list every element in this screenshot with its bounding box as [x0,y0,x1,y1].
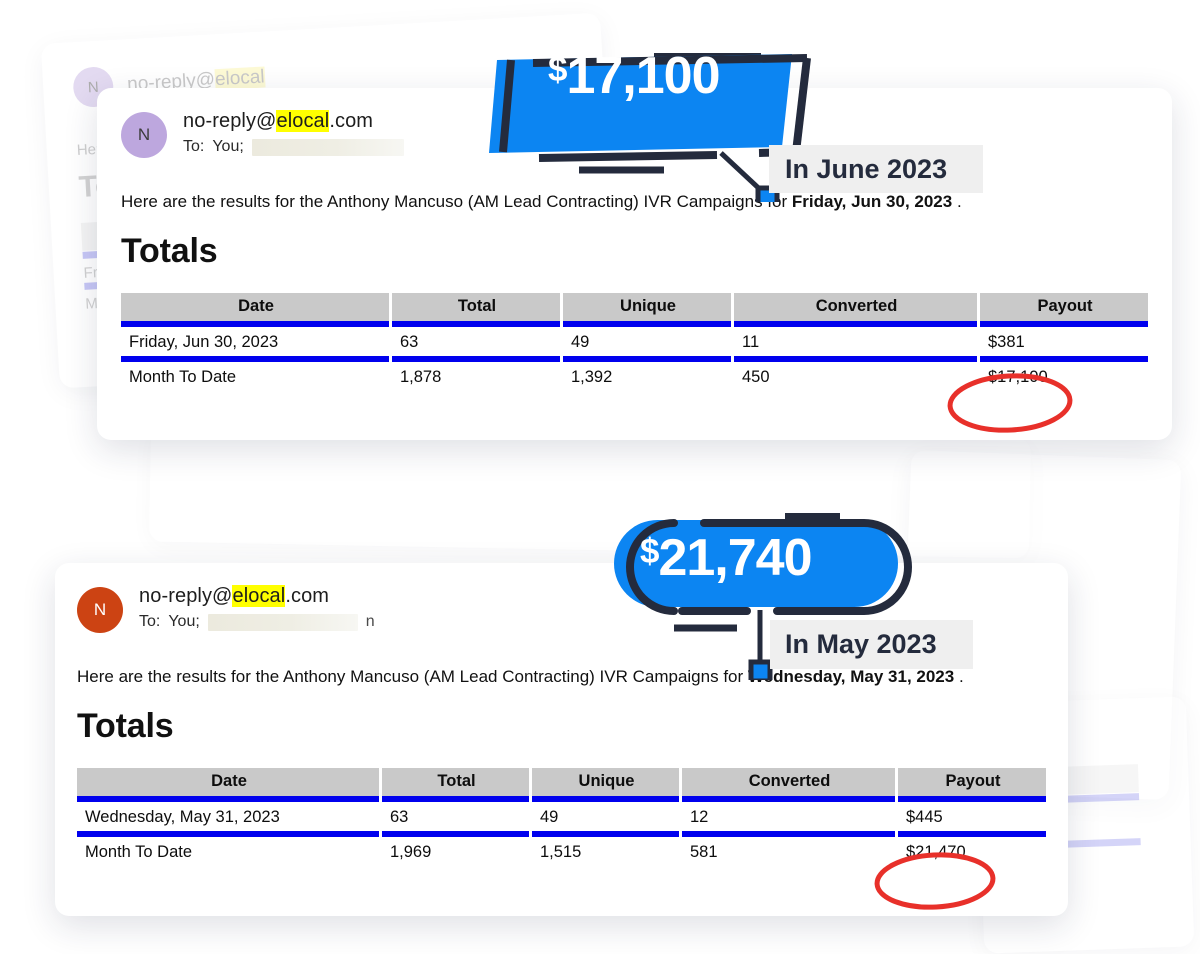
cell-total: 1,969 [390,843,432,861]
cell-payout: $17,100 [988,368,1048,386]
sender-avatar: N [121,112,167,158]
cell-total: 63 [400,333,419,351]
cell-converted: 450 [742,368,770,386]
cell-payout: $21,470 [906,843,966,861]
cell-date: Month To Date [129,368,237,386]
cell-date: Month To Date [85,843,193,861]
callout-amount-june: $17,100 [548,47,721,105]
badge-outline-right [792,57,811,153]
table-row: Friday, Jun 30, 2023 63 49 11 $381 [121,327,1148,356]
cell-unique: 49 [571,333,590,351]
table-rule [77,796,1046,802]
badge-outline-left [499,59,515,153]
callout-period-label-may: In May 2023 [770,620,973,669]
table-rule [121,356,1148,362]
email-body-text: Here are the results for the Anthony Man… [77,667,964,686]
cell-payout: $445 [906,808,943,826]
to-value: You; [212,138,244,155]
cell-unique: 1,515 [540,843,582,861]
cell-converted: 12 [690,808,709,826]
results-table-may: Date Total Unique Converted Payout Wedne… [77,768,1046,866]
badge-fill [489,54,792,153]
recipient-line: To: You; n [139,613,375,631]
table-rule [77,831,1046,837]
column-header-converted: Converted [734,293,977,321]
totals-heading: Totals [77,707,174,745]
column-header-converted: Converted [682,768,895,796]
badge-outline-left-arc [625,519,678,615]
column-header-payout: Payout [980,293,1148,321]
email-body-text: Here are the results for the Anthony Man… [121,192,962,211]
body-report-date: Friday, Jun 30, 2023 [791,192,953,211]
table-header-row: Date Total Unique Converted Payout [77,768,1046,796]
to-value: You; [168,613,200,630]
table-row: Month To Date 1,969 1,515 581 $21,470 [77,837,1046,866]
body-report-date: Wednesday, May 31, 2023 [747,667,955,686]
sender-avatar: N [77,587,123,633]
column-header-total: Total [382,768,529,796]
to-label: To: [139,613,161,630]
results-table-june: Date Total Unique Converted Payout Frida… [121,293,1148,391]
cell-total: 63 [390,808,409,826]
column-header-date: Date [121,293,389,321]
cell-payout: $381 [988,333,1025,351]
callout-badge-may [614,513,913,680]
cell-converted: 11 [742,333,760,351]
email-header: N no-reply@elocal.com To: You; n [77,585,1046,633]
sender-email: no-reply@elocal.com [139,585,330,607]
table-row: Month To Date 1,878 1,392 450 $17,100 [121,362,1148,391]
email-header: N no-reply@elocal.com To: You; [121,110,1148,158]
column-header-date: Date [77,768,379,796]
cell-unique: 1,392 [571,368,613,386]
recipient-line: To: You; [183,138,404,156]
callout-period-label-june: In June 2023 [769,145,983,193]
sender-email: no-reply@elocal.com [183,110,374,132]
column-header-unique: Unique [532,768,679,796]
cell-unique: 49 [540,808,559,826]
badge-outline-top [532,54,808,67]
email-domain-highlight: elocal [232,585,286,607]
email-domain-highlight: elocal [276,110,330,132]
cell-converted: 581 [690,843,718,861]
column-header-payout: Payout [898,768,1046,796]
badge-outline-main-arc [700,519,913,615]
to-label: To: [183,138,205,155]
redacted-recipient [251,138,404,156]
totals-heading: Totals [121,232,218,270]
table-header-row: Date Total Unique Converted Payout [121,293,1148,321]
cell-date: Friday, Jun 30, 2023 [129,333,279,351]
table-row: Wednesday, May 31, 2023 63 49 12 $445 [77,802,1046,831]
cell-date: Wednesday, May 31, 2023 [85,808,280,826]
column-header-total: Total [392,293,560,321]
table-rule [121,321,1148,327]
badge-fill [614,520,898,607]
to-tail: n [365,613,375,630]
callout-amount-may: $21,740 [640,529,813,587]
column-header-unique: Unique [563,293,731,321]
badge-outline-bottom [538,151,718,162]
redacted-recipient [207,613,358,631]
cell-total: 1,878 [400,368,442,386]
callout-node [748,659,773,680]
